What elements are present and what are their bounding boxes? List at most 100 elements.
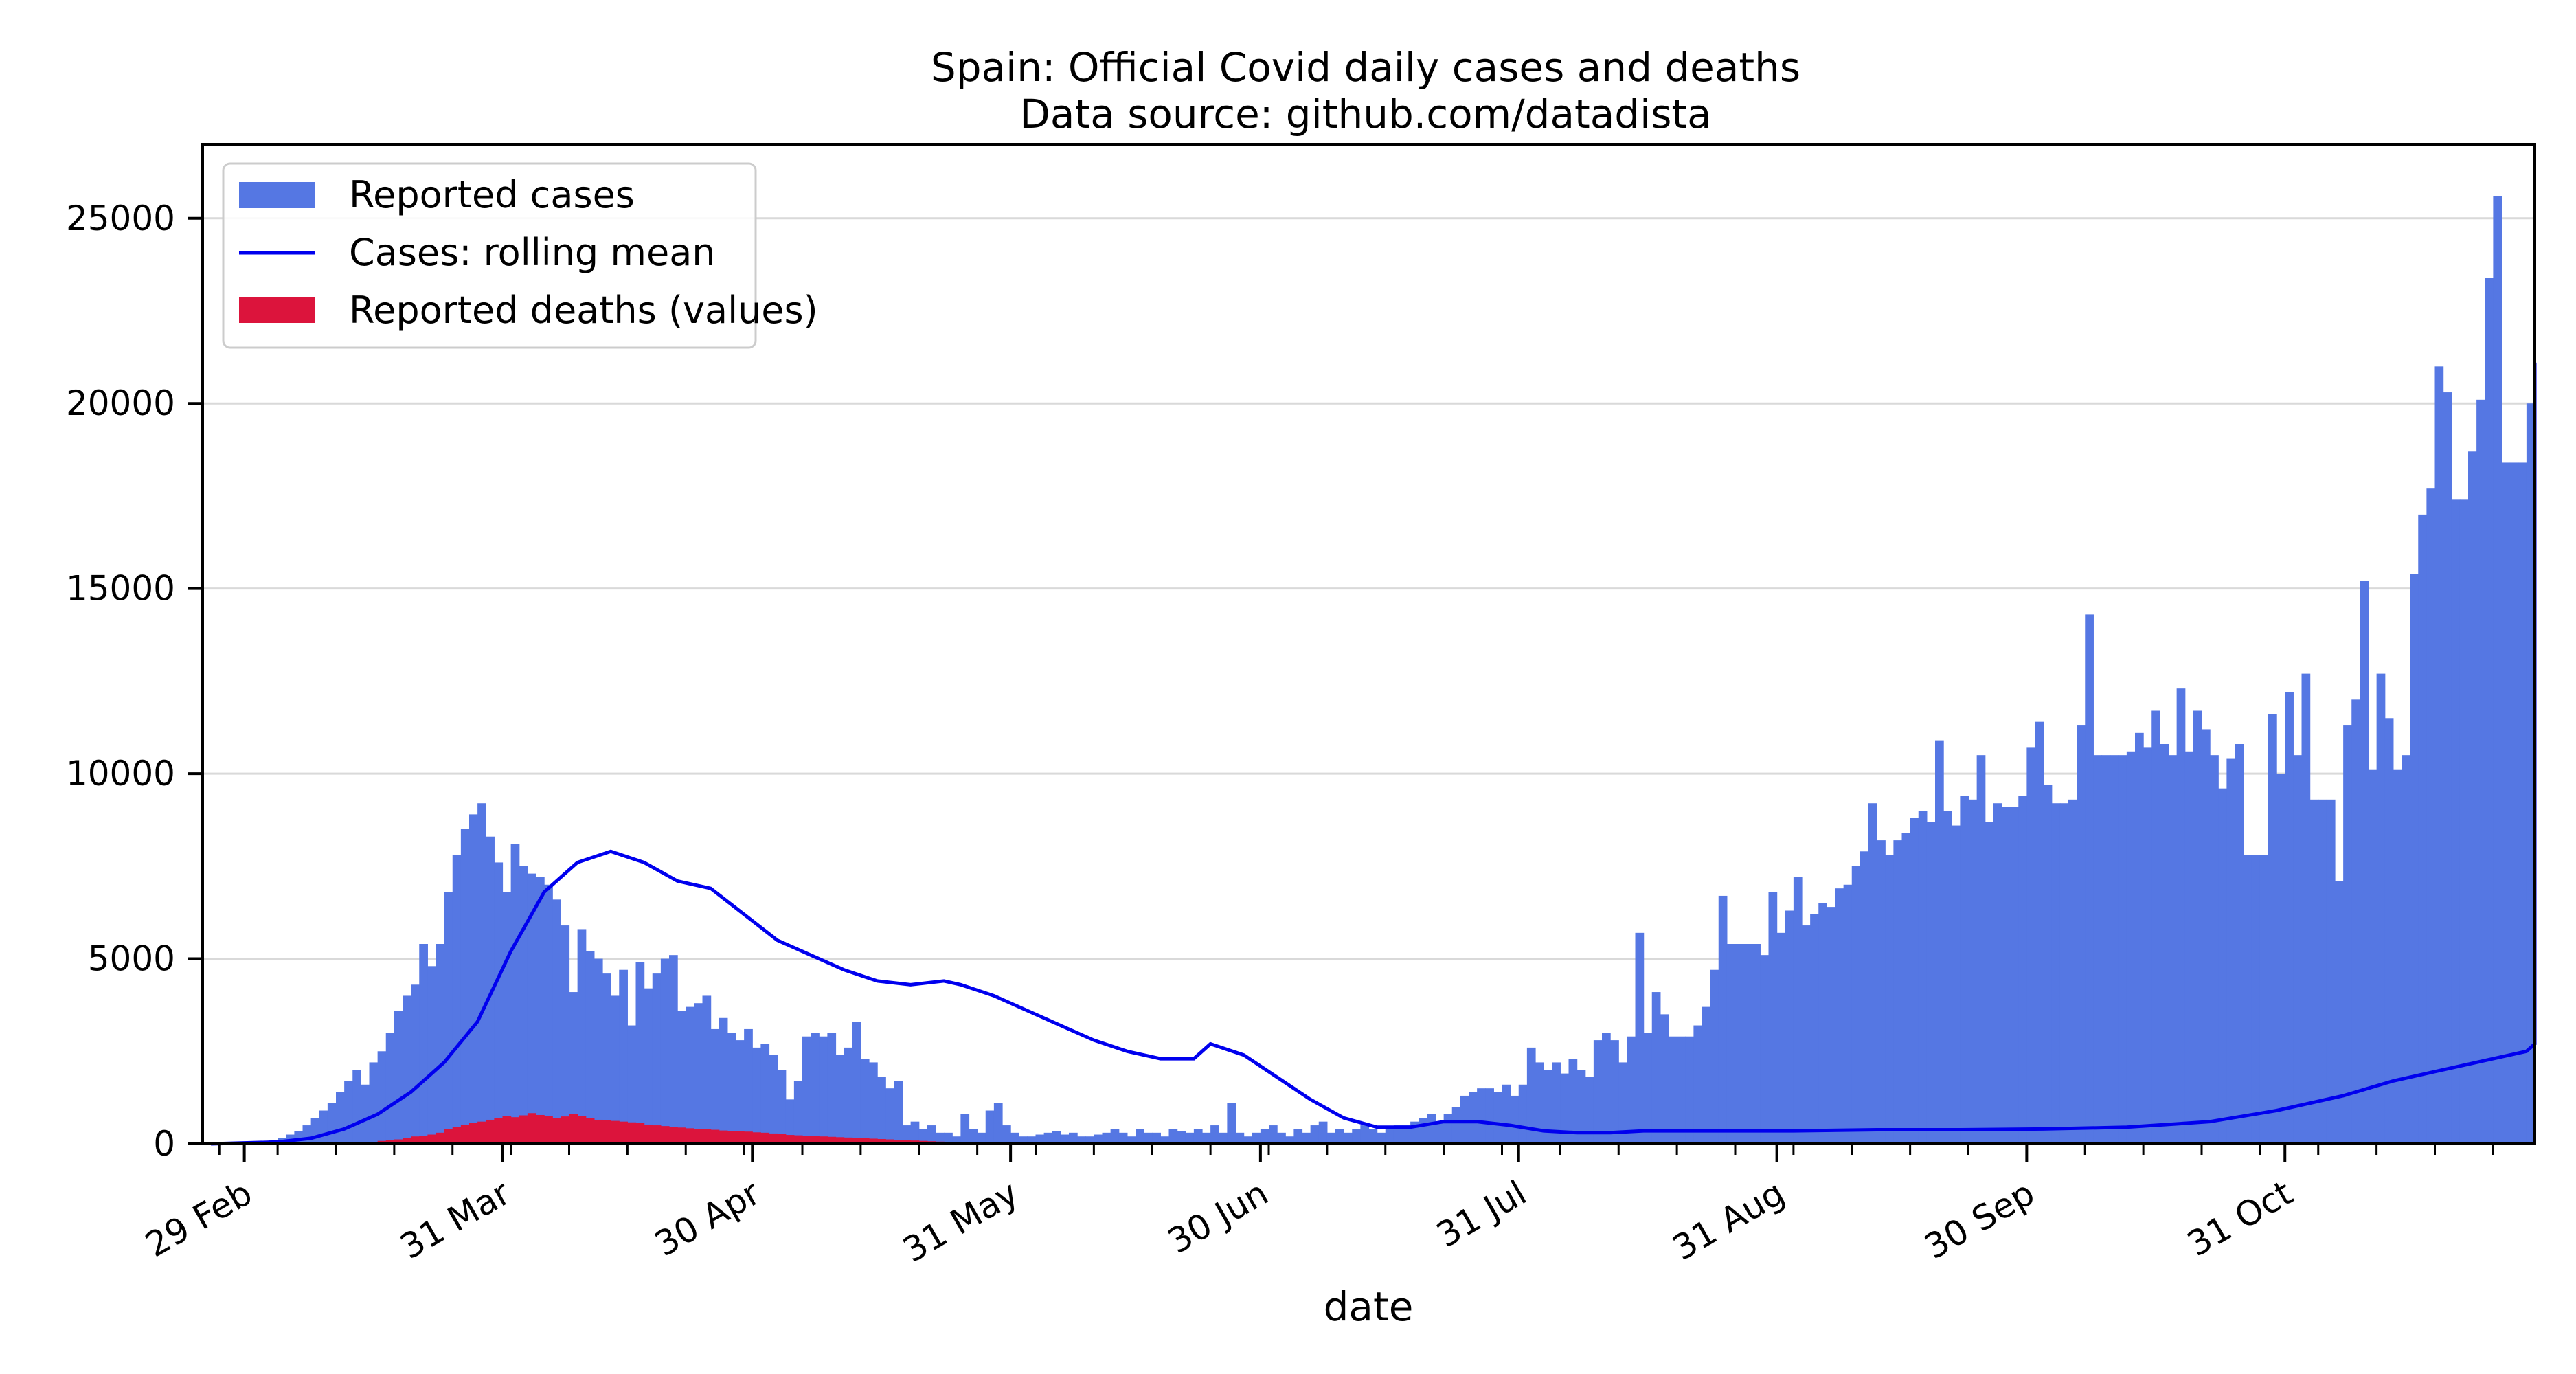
bar-cases (1935, 740, 1944, 1144)
bar-cases (1577, 1070, 1586, 1144)
bar-deaths (835, 1137, 845, 1144)
bar-cases (1893, 840, 1903, 1144)
bar-cases (2443, 392, 2452, 1144)
bar-cases (1735, 944, 1744, 1144)
bar-cases (793, 1081, 803, 1144)
bar-cases (1377, 1132, 1386, 1144)
y-axis: 0 5000 10000 15000 20000 25000 (66, 199, 203, 1164)
bar-cases (361, 1084, 370, 1144)
bar-cases (686, 1006, 694, 1144)
bar-deaths (785, 1135, 795, 1144)
bar-cases (1485, 1088, 1494, 1144)
bar-cases (1235, 1132, 1245, 1144)
bar-deaths (427, 1134, 437, 1144)
bar-cases (1293, 1129, 1303, 1144)
y-tick-label: 25000 (66, 199, 175, 238)
bar-cases (1193, 1129, 1203, 1144)
bar-cases (635, 962, 645, 1144)
bar-cases (2526, 403, 2535, 1144)
bar-cases (1868, 803, 1877, 1144)
bar-cases (2293, 755, 2303, 1144)
bar-cases (1002, 1125, 1011, 1144)
bar-deaths (694, 1129, 703, 1144)
bar-cases (344, 1081, 353, 1144)
bar-deaths (844, 1137, 853, 1144)
bar-cases (1510, 1095, 1519, 1144)
bar-cases (2184, 751, 2194, 1144)
bar-cases (502, 892, 512, 1144)
bar-cases (1843, 884, 1853, 1144)
bar-cases (336, 1092, 345, 1144)
bar-cases (2085, 614, 2094, 1144)
bar-deaths (686, 1128, 694, 1144)
bar-cases (377, 1051, 387, 1144)
bar-cases (1718, 895, 1728, 1144)
bar-cases (827, 1033, 837, 1144)
bar-cases (469, 814, 478, 1144)
bar-deaths (469, 1123, 478, 1144)
bar-cases (852, 1022, 861, 1144)
bar-cases (2160, 744, 2169, 1144)
x-tick-label: 31 Mar (394, 1173, 517, 1267)
bar-cases (2135, 732, 2144, 1144)
bar-deaths (885, 1139, 894, 1144)
bar-cases (1202, 1132, 1211, 1144)
y-tick-label: 20000 (66, 383, 175, 423)
bar-cases (411, 984, 420, 1144)
bar-deaths (436, 1132, 445, 1144)
bar-cases (1118, 1132, 1128, 1144)
bar-cases (1810, 914, 1819, 1144)
legend-label-deaths: Reported deaths (values) (349, 289, 818, 332)
bar-cases (1102, 1132, 1111, 1144)
legend-swatch-cases (239, 182, 315, 208)
bar-cases (2093, 755, 2103, 1144)
bar-cases (1618, 1062, 1627, 1144)
bar-cases (2276, 774, 2285, 1144)
bar-cases (1535, 1062, 1544, 1144)
bar-cases (2101, 755, 2111, 1144)
bar-cases (1552, 1062, 1561, 1144)
bar-cases (1877, 840, 1886, 1144)
bar-cases (2335, 881, 2344, 1144)
bar-cases (2251, 855, 2261, 1144)
bar-cases (2268, 714, 2277, 1144)
bar-cases (319, 1110, 328, 1144)
x-tick-label: 30 Apr (648, 1173, 767, 1264)
bar-cases (460, 829, 470, 1144)
bar-cases (993, 1103, 1003, 1144)
bar-deaths (894, 1140, 903, 1144)
bar-cases (719, 1017, 728, 1144)
bar-cases (644, 988, 653, 1144)
bar-cases (477, 803, 486, 1144)
bar-deaths (760, 1132, 770, 1144)
bar-deaths (460, 1124, 470, 1144)
bar-cases (1469, 1092, 1478, 1144)
bar-deaths (577, 1116, 587, 1144)
bar-cases (1593, 1040, 1603, 1144)
bar-cases (977, 1132, 986, 1144)
bar-cases (844, 1047, 853, 1144)
x-tick-label: 31 Aug (1666, 1173, 1791, 1268)
bar-cases (927, 1125, 936, 1144)
bar-cases (2051, 803, 2061, 1144)
bar-cases (2235, 744, 2244, 1144)
bar-cases (1627, 1036, 1636, 1144)
bar-deaths (544, 1116, 553, 1144)
bar-cases (1502, 1084, 1511, 1144)
bar-cases (1976, 755, 1986, 1144)
bar-cases (510, 844, 520, 1144)
bar-cases (1760, 955, 1770, 1144)
bar-deaths (819, 1136, 828, 1144)
plot-frame (201, 143, 2536, 1145)
bar-cases (1568, 1059, 1578, 1144)
bar-deaths (611, 1120, 620, 1144)
bar-deaths (444, 1129, 453, 1144)
bar-cases (452, 855, 462, 1144)
x-axis-label: date (1324, 1283, 1414, 1330)
bar-deaths (561, 1116, 570, 1144)
bar-cases (1318, 1121, 1328, 1144)
bar-cases (1643, 1033, 1653, 1144)
bar-cases (527, 873, 536, 1144)
bar-cases (652, 973, 662, 1144)
bar-deaths (403, 1138, 411, 1144)
